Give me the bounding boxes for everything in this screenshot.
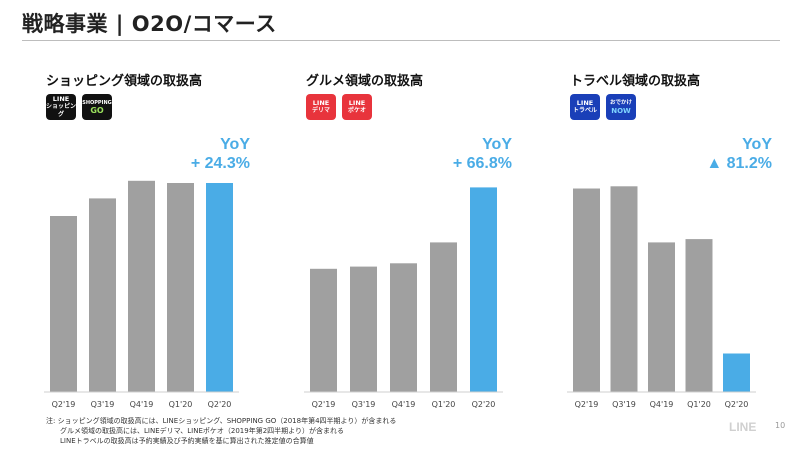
yoy-callout: YoY ▲ 81.2% [660,136,772,174]
line-brand-logo: LINE [729,420,757,434]
logo-subtext: デリマ [311,107,330,114]
page-number: 10 [775,421,786,430]
gourmet-panel: グルメ領域の取扱高 LINE デリマ LINE ポケオ [306,62,556,412]
page-title: 戦略事業 | O2O/コマース [22,12,277,36]
line-pokeo-logo: LINE ポケオ [342,94,372,120]
yoy-callout: YoY + 24.3% [140,136,250,174]
line-shopping-logo: LINE ショッピング [46,94,76,120]
line-travel-logo: LINE トラベル [570,94,600,120]
line-delima-logo: LINE デリマ [306,94,336,120]
footnote: 注: ショッピング領域の取扱高には、LINEショッピング、SHOPPING GO… [46,416,396,446]
logo-text: LINE [348,99,366,107]
logo-text: LINE [312,99,330,107]
panel-title: グルメ領域の取扱高 [306,74,424,89]
logo-text: おでかけ [609,100,632,106]
footnote-line: 注: ショッピング領域の取扱高には、LINEショッピング、SHOPPING GO… [46,417,397,425]
logo-subtext: トラベル [572,107,597,114]
logo-subtext: ショッピング [46,103,77,118]
logo-subtext: NOW [611,107,631,115]
footnote-line: グルメ領域の取扱高には、LINEデリマ、LINEポケオ（2019年第2四半期より… [60,427,345,435]
odekake-now-logo: おでかけ NOW [606,94,636,120]
panel-title: ショッピング領域の取扱高 [46,74,203,89]
panel-title: トラベル領域の取扱高 [570,74,701,89]
travel-panel: トラベル領域の取扱高 LINE トラベル おでかけ NOW [570,62,800,412]
logo-text: SHOPPING [82,100,112,106]
yoy-label: YoY [742,136,772,153]
yoy-label: YoY [482,136,512,153]
service-logos: LINE ショッピング SHOPPING GO [46,94,112,120]
logo-subtext: ポケオ [347,107,366,114]
title-divider [22,40,780,41]
yoy-value: + 66.8% [452,155,512,172]
service-logos: LINE トラベル おでかけ NOW [570,94,636,120]
footnote-line: LINEトラベルの取扱高は予約実績及び予約実績を基に算出された推定値の合算値 [60,437,314,445]
logo-subtext: GO [90,106,104,115]
yoy-callout: YoY + 66.8% [400,136,512,174]
service-logos: LINE デリマ LINE ポケオ [306,94,372,120]
yoy-value: + 24.3% [190,155,250,172]
yoy-label: YoY [220,136,250,153]
logo-text: LINE [576,99,594,107]
logo-text: LINE [52,95,70,103]
yoy-value: ▲ 81.2% [706,155,772,172]
shopping-panel: ショッピング領域の取扱高 LINE ショッピング SHOPPING GO [46,62,296,412]
shopping-go-logo: SHOPPING GO [82,94,112,120]
